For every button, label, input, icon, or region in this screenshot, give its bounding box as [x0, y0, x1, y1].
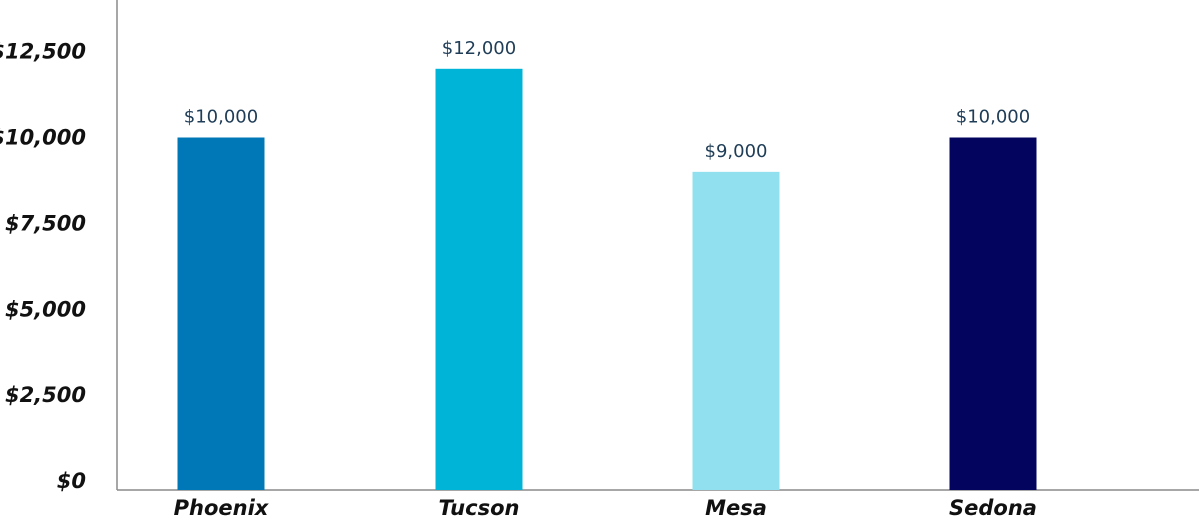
category-label-tucson: Tucson — [439, 496, 520, 520]
y-tick-label: $2,500 — [5, 383, 86, 407]
y-tick-label: $10,000 — [0, 126, 86, 150]
category-label-phoenix: Phoenix — [174, 496, 270, 520]
bar-phoenix — [177, 137, 265, 490]
y-tick-label: $0 — [57, 469, 86, 493]
category-labels: Phoenix Tucson Mesa Sedona — [174, 496, 1037, 520]
y-tick-label: $5,000 — [5, 297, 86, 321]
data-label-tucson: $12,000 — [442, 38, 516, 59]
bar-tucson — [435, 68, 523, 491]
data-labels: $10,000 $12,000 $9,000 $10,000 — [184, 38, 1030, 162]
category-label-mesa: Mesa — [705, 496, 767, 520]
y-tick-labels: $0 $2,500 $5,000 $7,500 $10,000 $12,500 — [0, 40, 86, 493]
bars — [177, 68, 1037, 491]
bar-mesa — [692, 171, 780, 490]
category-label-sedona: Sedona — [949, 496, 1037, 520]
data-label-mesa: $9,000 — [705, 141, 768, 162]
data-label-phoenix: $10,000 — [184, 107, 258, 128]
bar-sedona — [949, 137, 1037, 490]
y-tick-label: $12,500 — [0, 40, 86, 64]
data-label-sedona: $10,000 — [956, 107, 1030, 128]
y-tick-label: $7,500 — [5, 211, 86, 235]
